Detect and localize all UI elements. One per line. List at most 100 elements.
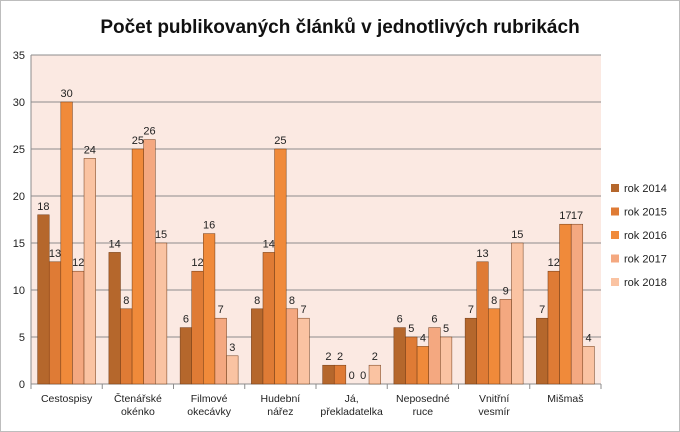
bar <box>226 355 239 385</box>
bar <box>203 233 216 385</box>
data-label: 2 <box>372 351 378 363</box>
x-category-label: Já, překladatelka <box>320 393 383 418</box>
data-label: 13 <box>476 248 488 260</box>
legend: rok 2014 rok 2015 rok 2016 rok 2017 rok 2018 <box>611 183 667 289</box>
bar <box>297 317 310 385</box>
x-category-label: Neposedné ruce <box>396 393 450 418</box>
bar <box>499 299 512 385</box>
legend-swatch <box>611 231 619 239</box>
x-category-label: Mišmaš <box>547 393 583 405</box>
bar <box>83 158 96 385</box>
data-label: 4 <box>420 332 426 344</box>
y-tick-label: 20 <box>13 191 25 203</box>
bar <box>155 242 168 385</box>
legend-label: rok 2017 <box>624 254 667 266</box>
data-label: 12 <box>72 257 84 269</box>
data-label: 25 <box>274 135 286 147</box>
y-tick-label: 15 <box>13 238 25 250</box>
data-label: 7 <box>218 304 224 316</box>
legend-label: rok 2018 <box>624 277 667 289</box>
bar <box>131 148 144 385</box>
legend-swatch <box>611 184 619 192</box>
data-label: 15 <box>511 229 523 241</box>
bar <box>405 336 418 385</box>
data-label: 7 <box>468 304 474 316</box>
data-label: 8 <box>254 295 260 307</box>
data-label: 7 <box>301 304 307 316</box>
bar <box>333 364 347 385</box>
y-tick-label: 35 <box>13 50 25 62</box>
bar <box>262 252 275 385</box>
data-label: 7 <box>539 304 545 316</box>
bar <box>536 317 549 385</box>
bar <box>179 327 192 385</box>
data-label: 25 <box>132 135 144 147</box>
x-category-label: Hudební nářez <box>261 393 301 418</box>
data-label: 0 <box>360 370 366 382</box>
bar <box>488 308 501 385</box>
bar <box>464 317 477 385</box>
bar <box>37 214 50 385</box>
data-label: 18 <box>37 201 49 213</box>
data-label: 26 <box>143 126 155 138</box>
x-category-label: Vnitřní vesmír <box>478 393 510 418</box>
data-label: 5 <box>443 323 449 335</box>
x-category-label: Cestospisy <box>41 393 93 405</box>
data-label: 13 <box>49 248 61 260</box>
data-label: 17 <box>571 210 583 222</box>
chart-title: Počet publikovaných článků v jednotlivýc… <box>100 17 579 38</box>
legend-label: rok 2014 <box>624 183 667 195</box>
bar <box>214 317 227 385</box>
data-label: 30 <box>61 88 73 100</box>
data-label: 8 <box>289 295 295 307</box>
bar <box>582 346 595 385</box>
data-label: 17 <box>559 210 571 222</box>
bar <box>559 223 572 385</box>
data-label: 6 <box>397 314 403 326</box>
bar <box>570 223 584 385</box>
bar <box>72 270 85 385</box>
y-tick-label: 0 <box>19 379 25 391</box>
bar <box>60 101 73 385</box>
bar <box>251 308 264 385</box>
bar <box>143 139 156 385</box>
data-label: 8 <box>491 295 497 307</box>
bar <box>274 148 287 385</box>
bar <box>108 252 121 385</box>
data-label: 8 <box>123 295 129 307</box>
bar <box>48 261 62 385</box>
y-tick-label: 25 <box>13 144 25 156</box>
data-label: 16 <box>203 220 215 232</box>
bar <box>428 327 441 385</box>
data-label: 12 <box>191 257 203 269</box>
bar <box>322 364 335 385</box>
data-label: 12 <box>548 257 560 269</box>
x-category-label: Čtenářské okénko <box>114 392 162 418</box>
bar <box>120 308 133 385</box>
legend-swatch <box>611 278 619 286</box>
bar <box>547 270 560 385</box>
bar <box>476 261 489 385</box>
data-label: 15 <box>155 229 167 241</box>
bar <box>368 364 381 385</box>
legend-swatch <box>611 207 619 216</box>
bar <box>393 327 406 385</box>
data-label: 6 <box>431 314 437 326</box>
y-tick-label: 5 <box>19 332 25 344</box>
data-label: 6 <box>183 314 189 326</box>
data-label: 2 <box>325 351 331 363</box>
bar <box>191 270 204 385</box>
data-label: 2 <box>337 351 343 363</box>
y-tick-label: 30 <box>13 97 25 109</box>
data-label: 4 <box>586 332 592 344</box>
data-label: 3 <box>229 342 235 354</box>
data-label: 24 <box>84 144 96 156</box>
data-label: 14 <box>263 238 275 250</box>
data-label: 14 <box>109 238 121 250</box>
y-tick-label: 10 <box>13 285 25 297</box>
legend-label: rok 2015 <box>624 207 667 219</box>
data-label: 0 <box>349 370 355 382</box>
